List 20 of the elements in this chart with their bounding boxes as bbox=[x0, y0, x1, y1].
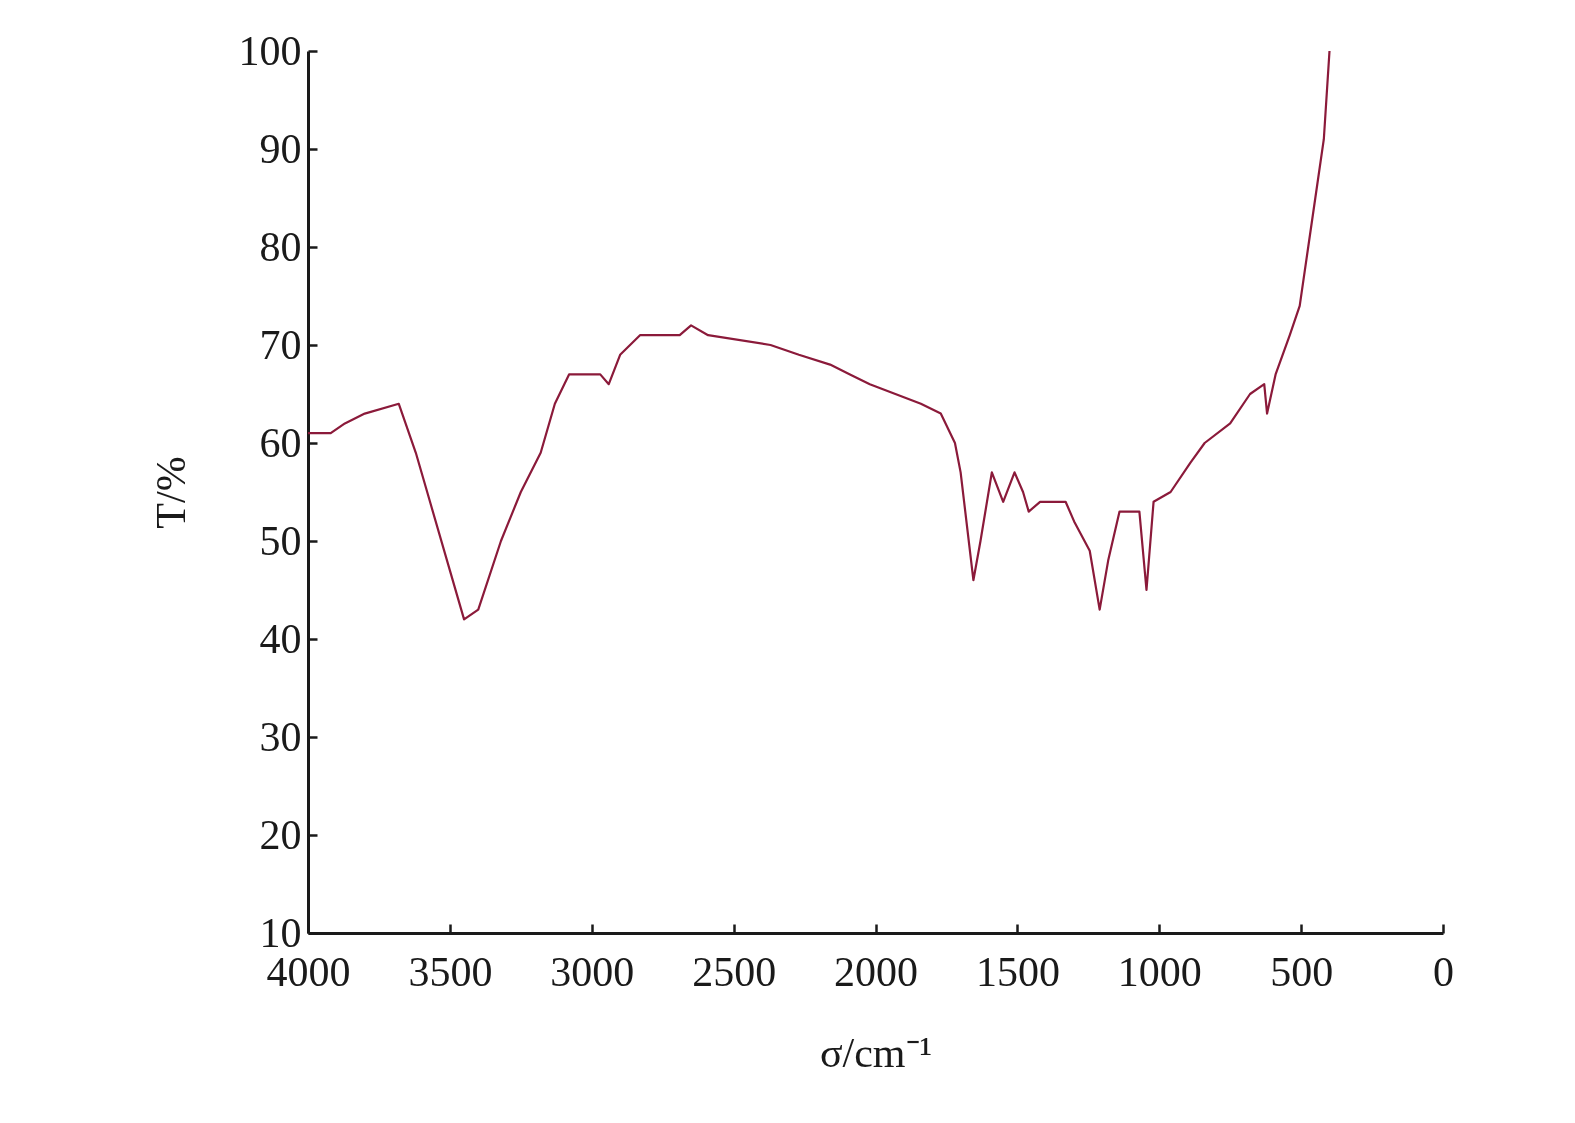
y-tick-label: 100 bbox=[238, 27, 302, 74]
x-tick-label: 0 bbox=[1433, 948, 1454, 995]
x-tick-label: 500 bbox=[1270, 948, 1334, 995]
y-tick-label: 20 bbox=[259, 811, 302, 858]
x-axis-title: σ/cm⁻¹ bbox=[819, 1029, 933, 1076]
x-tick-label: 3500 bbox=[408, 948, 493, 995]
y-tick-label: 80 bbox=[259, 223, 302, 270]
x-tick-label: 1500 bbox=[975, 948, 1060, 995]
y-tick-label: 30 bbox=[259, 713, 302, 760]
y-tick-label: 60 bbox=[259, 419, 302, 466]
y-tick-label: 90 bbox=[259, 125, 302, 172]
x-tick-label: 3000 bbox=[550, 948, 635, 995]
x-tick-label: 2000 bbox=[834, 948, 918, 995]
x-tick-label: 1000 bbox=[1117, 948, 1202, 995]
line-series bbox=[308, 51, 1331, 621]
y-tick-label: 40 bbox=[259, 615, 302, 662]
y-tick-label: 70 bbox=[259, 321, 302, 368]
x-tick-label: 2500 bbox=[692, 948, 777, 995]
y-axis-title: T/% bbox=[147, 456, 194, 529]
y-tick-label: 50 bbox=[259, 517, 302, 564]
